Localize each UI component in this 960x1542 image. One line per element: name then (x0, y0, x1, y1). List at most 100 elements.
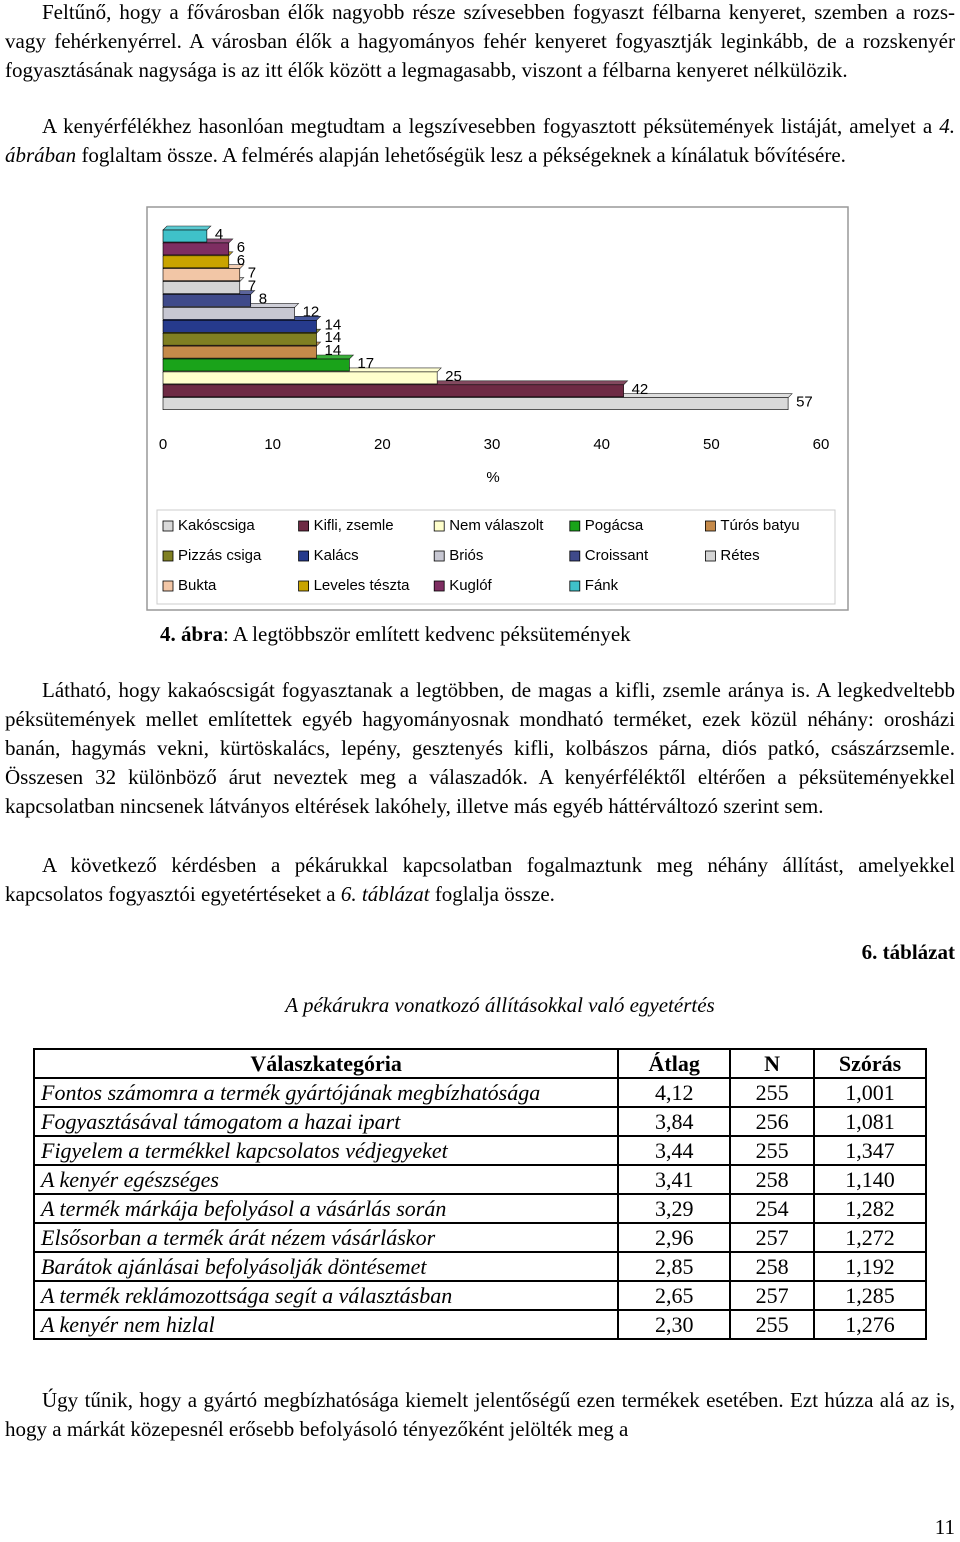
table-cell: 3,41 (617, 1164, 732, 1195)
table-cell: 1,192 (813, 1251, 927, 1282)
legend-swatch (433, 520, 445, 532)
table-row: A kenyér nem hizlal 2,30 255 1,276 (32, 1309, 927, 1340)
table-cell: A kenyér egészséges (32, 1164, 620, 1195)
legend-label: Rétes (720, 547, 759, 564)
table-cell: A termék márkája befolyásol a vásárlás s… (32, 1193, 620, 1224)
legend-swatch (433, 580, 445, 592)
x-axis-label: % (486, 469, 499, 486)
table-cell: 1,285 (813, 1280, 927, 1311)
x-tick-label: 30 (484, 436, 501, 453)
x-tick-label: 20 (374, 436, 391, 453)
table-cell: 1,276 (813, 1309, 927, 1340)
legend-label: Pizzás csiga (178, 547, 262, 564)
table-cell: Elsősorban a termék árát nézem vásárlásk… (32, 1222, 620, 1253)
legend-label: Briós (449, 547, 483, 564)
table-row: Elsősorban a termék árát nézem vásárlásk… (32, 1222, 927, 1253)
table-cell: 3,84 (617, 1106, 732, 1137)
table-row: A termék reklámozottsága segít a választ… (32, 1280, 927, 1311)
table-cell: 3,29 (617, 1193, 732, 1224)
legend-swatch (298, 520, 310, 532)
table-cell: 2,65 (617, 1280, 732, 1311)
bar (162, 320, 317, 333)
caption: 4. ábra: A legtöbbször említett kedvenc … (160, 620, 631, 649)
paragraph: Látható, hogy kakaóscsigát fogyasztanak … (5, 678, 955, 818)
legend-label: Croissant (585, 547, 649, 564)
bar (162, 281, 241, 294)
value-label: 7 (248, 278, 256, 295)
table-cell: 257 (729, 1222, 816, 1253)
table-cell: 255 (729, 1077, 816, 1108)
text: 6. táblázat (340, 882, 430, 906)
legend-swatch (569, 520, 581, 532)
text: foglalja össze. (429, 882, 555, 906)
x-tick-label: 10 (264, 436, 281, 453)
table-cell: 4,12 (617, 1077, 732, 1108)
value-label: 17 (357, 355, 374, 372)
table-label: 6. táblázat (861, 940, 955, 964)
table-cell: 1,272 (813, 1222, 927, 1253)
x-tick-label: 40 (593, 436, 610, 453)
value-label: 14 (325, 342, 342, 359)
value-label: 12 (303, 303, 320, 320)
legend-label: Leveles tészta (314, 577, 411, 594)
legend-swatch (162, 520, 174, 532)
legend-swatch (705, 550, 716, 562)
bar (162, 268, 241, 281)
bar (162, 358, 350, 372)
text: 4. ábrában (5, 114, 955, 167)
legend-label: Nem válaszolt (449, 517, 544, 534)
paragraph: A következő kérdésben a pékárukkal kapcs… (5, 851, 955, 909)
table-cell: 257 (729, 1280, 816, 1311)
table-cell: A termék reklámozottsága segít a választ… (32, 1280, 620, 1311)
chart: % 0 10 20 30 40 50 60 57 Kakóscsiga 42 Kifli, zsem… (146, 206, 849, 611)
x-tick-label: 50 (703, 436, 720, 453)
value-label: 25 (445, 368, 462, 385)
table-header-cell: Válaszkategória (32, 1048, 620, 1079)
legend-swatch (298, 550, 310, 562)
table-cell: 1,001 (813, 1077, 927, 1108)
bar-top (162, 225, 212, 231)
legend-label: Pogácsa (585, 517, 644, 534)
table-cell: A kenyér nem hizlal (32, 1309, 620, 1340)
table-row: Barátok ajánlásai befolyásolják döntésem… (32, 1251, 927, 1282)
table-cell: 255 (729, 1135, 816, 1166)
table-cell: 254 (729, 1193, 816, 1224)
table-cell: Fogyasztásával támogatom a hazai ipart (32, 1106, 620, 1137)
table-cell: Fontos számomra a termék gyártójának meg… (32, 1077, 620, 1108)
legend-label: Fánk (585, 577, 619, 594)
text: A következő kérdésben a pékárukkal kapcs… (5, 853, 955, 906)
table-row: A termék márkája befolyásol a vásárlás s… (32, 1193, 927, 1224)
text: : A legtöbbször említett kedvenc péksüte… (223, 622, 631, 646)
table-cell: 258 (729, 1164, 816, 1195)
table-row: Fontos számomra a termék gyártójának meg… (32, 1077, 927, 1108)
table-title: A pékárukra vonatkozó állításokkal való … (285, 993, 715, 1017)
paragraph: Úgy tűnik, hogy a gyártó megbízhatósága … (5, 1388, 955, 1441)
table-cell: 1,347 (813, 1135, 927, 1166)
table-cell: 1,282 (813, 1193, 927, 1224)
table-cell: Figyelem a termékkel kapcsolatos védjegy… (32, 1135, 620, 1166)
bar (162, 384, 624, 398)
table-cell: 256 (729, 1106, 816, 1137)
text: A kenyérfélékhez hasonlóan megtudtam a l… (42, 114, 940, 138)
legend-frame (156, 509, 836, 605)
value-label: 6 (237, 239, 245, 256)
legend-swatch (162, 580, 174, 592)
x-tick-label: 60 (813, 436, 830, 453)
table-cell: 1,140 (813, 1164, 927, 1195)
page-number: 11 (934, 1515, 955, 1539)
table-header-cell: N (729, 1048, 816, 1079)
table-cell: 2,30 (617, 1309, 732, 1340)
value-label: 42 (632, 381, 649, 398)
value-label: 6 (237, 252, 245, 269)
legend-label: Kifli, zsemle (314, 517, 394, 534)
legend-swatch (705, 520, 716, 532)
table-cell: 255 (729, 1309, 816, 1340)
table-header-cell: Szórás (813, 1048, 927, 1079)
legend-swatch (162, 550, 174, 562)
legend-swatch (298, 580, 310, 592)
table-row: Figyelem a termékkel kapcsolatos védjegy… (32, 1135, 927, 1166)
legend-label: Kakóscsiga (178, 517, 255, 534)
bar (162, 345, 317, 359)
table-cell: 1,081 (813, 1106, 927, 1137)
